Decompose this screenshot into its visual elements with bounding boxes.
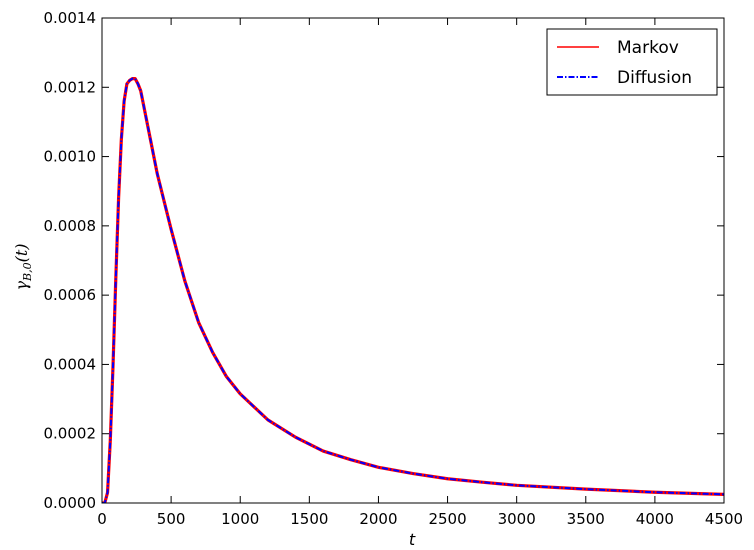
x-tick-label: 1500 — [290, 510, 328, 528]
legend: Markov Diffusion — [546, 28, 718, 96]
x-tick-label: 1000 — [221, 510, 259, 528]
x-tick-label: 500 — [157, 510, 186, 528]
legend-label-markov: Markov — [617, 38, 679, 58]
x-tick-label: 4500 — [705, 510, 743, 528]
x-tick-label: 0 — [97, 510, 107, 528]
y-tick-label: 0.0008 — [44, 217, 97, 235]
y-tick-label: 0.0014 — [44, 9, 97, 27]
y-tick-label: 0.0010 — [44, 148, 97, 166]
legend-label-diffusion: Diffusion — [617, 68, 692, 88]
x-axis-label: t — [409, 530, 416, 549]
legend-box — [546, 28, 718, 96]
plot-frame — [101, 17, 725, 504]
y-axis-label-subscript: B,0 — [21, 262, 34, 282]
x-tick-label: 2500 — [428, 510, 466, 528]
axes: 0 500 1000 1500 2000 2500 3000 3500 4000 4500 0.00… — [44, 9, 744, 528]
y-axis-label-base: γ — [12, 281, 31, 291]
y-tick-label: 0.0004 — [44, 355, 97, 373]
y-tick-label: 0.0000 — [44, 494, 97, 512]
x-tick-label: 3500 — [567, 510, 605, 528]
y-axis-label: γB,0(t) — [12, 243, 34, 290]
x-tick-label: 2000 — [359, 510, 397, 528]
y-axis-label-tail: (t) — [12, 243, 31, 262]
series-line-diffusion — [102, 77, 724, 503]
y-tick-label: 0.0012 — [44, 78, 97, 96]
x-tick-label: 3000 — [498, 510, 536, 528]
y-tick-label: 0.0002 — [44, 425, 97, 443]
y-tick-label: 0.0006 — [44, 286, 97, 304]
x-tick-label: 4000 — [636, 510, 674, 528]
plot-area — [102, 77, 724, 503]
series-line-markov — [102, 77, 724, 503]
